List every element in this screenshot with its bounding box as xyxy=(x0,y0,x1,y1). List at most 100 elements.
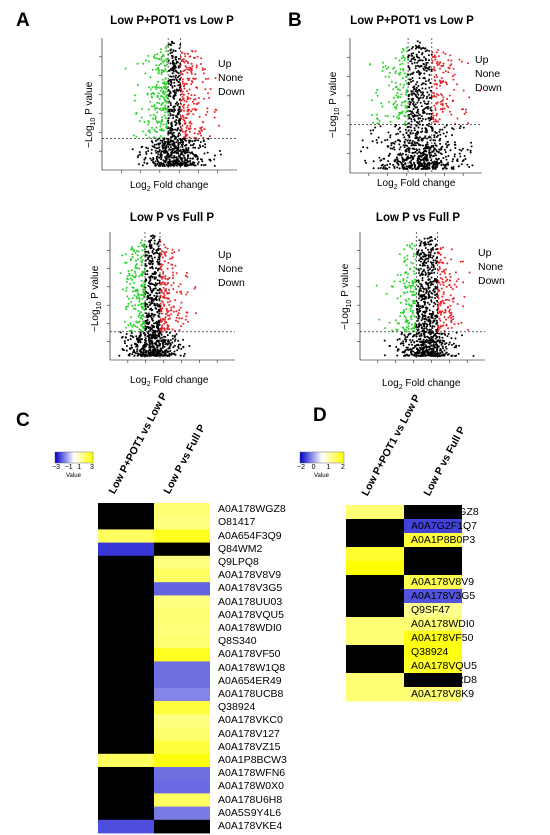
legend-none: None xyxy=(475,68,501,80)
heatmap-cell xyxy=(154,621,210,636)
volcano-canvas xyxy=(99,38,237,173)
heatmap-row-label: A0A178V8V9 xyxy=(411,575,475,588)
y-axis-label: −Log10 P value xyxy=(340,264,353,330)
heatmap-cell xyxy=(346,589,404,604)
x-label-suffix: Fold change xyxy=(150,375,209,386)
heatmap-cell xyxy=(154,516,210,530)
heatmap-cell xyxy=(98,767,154,781)
y-axis-label: −Log10 P value xyxy=(90,266,103,332)
colorbar-label: Value xyxy=(314,473,329,479)
heatmap-cell xyxy=(98,819,154,834)
colorbar-gradient xyxy=(299,451,345,464)
heatmap-row-label: Q8S340 xyxy=(218,635,257,648)
colorbar-tick: 1 xyxy=(326,464,331,471)
legend-up: Up xyxy=(475,54,489,66)
heatmap-cell xyxy=(154,674,210,689)
heatmap-cell xyxy=(404,659,462,674)
heatmap-row-label: A0A1P8B0P3 xyxy=(411,533,476,546)
heatmap-cell xyxy=(98,661,154,675)
y-label-sub: 10 xyxy=(90,117,97,126)
heatmap-cell xyxy=(98,529,154,543)
legend-down: Down xyxy=(478,275,505,287)
colorbar-tick: 0 xyxy=(311,464,316,471)
heatmap-cell xyxy=(404,575,462,590)
heatmap-row-label: Q9SF47 xyxy=(411,603,451,616)
x-label-suffix: Fold change xyxy=(397,178,456,189)
heatmap-cell xyxy=(346,561,404,576)
heatmap-cell xyxy=(154,569,210,583)
heatmap-row-label: A0A178WDI0 xyxy=(411,617,475,630)
heatmap-cell xyxy=(404,547,462,562)
heatmap-row-label: A0A178UU03 xyxy=(218,595,283,608)
heatmap-column-label: Low P vs Full P xyxy=(421,424,469,498)
heatmap-cell xyxy=(154,806,210,821)
heatmap-cell xyxy=(404,617,462,632)
heatmap-cell xyxy=(404,533,462,548)
heatmap-row-label: A0A1P8BCW3 xyxy=(218,753,287,766)
heatmap-cell xyxy=(346,547,404,562)
panel-letter-d: D xyxy=(313,405,327,426)
legend-none: None xyxy=(478,261,504,273)
y-label-suffix: P value xyxy=(90,265,101,302)
colorbar-tick: −1 xyxy=(64,464,73,471)
heatmap-row-label: O81417 xyxy=(218,516,256,529)
heatmap-cell xyxy=(346,603,404,618)
y-axis-label: −Log10 P value xyxy=(84,82,97,148)
heatmap-row-label: A0A178W0X0 xyxy=(218,780,284,793)
heatmap-cell xyxy=(154,767,210,781)
heatmap-cell xyxy=(154,608,210,623)
heatmap-cell xyxy=(154,740,210,755)
heatmap-row-label: Q38924 xyxy=(411,645,449,658)
heatmap-cell xyxy=(98,687,154,702)
heatmap-row-label: Q9LPQ8 xyxy=(218,555,259,568)
legend-none: None xyxy=(218,72,244,84)
heatmap-cell xyxy=(98,582,154,596)
heatmap-cell xyxy=(346,687,404,702)
heatmap-row-label: A0A178VKE4 xyxy=(218,819,283,832)
heatmap-cell xyxy=(154,503,210,517)
colorbar xyxy=(54,451,94,464)
heatmap-row-label: A0A178V8V9 xyxy=(218,569,282,582)
heatmap-cell xyxy=(154,635,210,649)
volcano-canvas xyxy=(107,232,235,363)
heatmap-cell xyxy=(154,714,210,728)
heatmap-row-label: A0A7G2F1Q7 xyxy=(411,519,477,532)
y-label-sub: 10 xyxy=(96,301,103,310)
heatmap-row-label: A0A178WDI0 xyxy=(218,621,282,634)
heatmap-cell xyxy=(154,727,210,741)
heatmap-row-label: A0A178V3G5 xyxy=(218,582,283,595)
colorbar xyxy=(299,451,345,464)
heatmap-cell xyxy=(98,674,154,689)
heatmap-row-label: A0A178URD8 xyxy=(411,673,477,686)
heatmap-row-label: A0A654ER49 xyxy=(218,674,282,687)
heatmap-cell xyxy=(98,740,154,755)
volcano-title: Low P+POT1 vs Low P xyxy=(350,15,474,27)
heatmap-cell xyxy=(98,648,154,662)
heatmap-row-label: A0A178V127 xyxy=(218,727,280,740)
legend-none: None xyxy=(218,263,244,275)
heatmap-row-label: A0A178VF50 xyxy=(411,631,474,644)
heatmap-cell xyxy=(98,555,154,570)
heatmap-cell xyxy=(346,505,404,520)
heatmap-cell xyxy=(404,631,462,646)
panel-letter-a: A xyxy=(16,10,30,31)
heatmap-cell xyxy=(98,569,154,583)
colorbar-gradient xyxy=(54,451,94,464)
heatmap-row-label: Q38924 xyxy=(218,701,256,714)
volcano-canvas xyxy=(357,232,485,363)
heatmap-cell xyxy=(98,635,154,649)
heatmap-cell xyxy=(346,575,404,590)
heatmap-cell xyxy=(404,505,462,520)
heatmap-cell xyxy=(346,617,404,632)
volcano-points xyxy=(118,234,197,357)
heatmap-cell xyxy=(154,753,210,768)
colorbar-tick: 3 xyxy=(90,464,94,471)
x-label-suffix: Fold change xyxy=(402,378,461,389)
heatmap-cell xyxy=(98,806,154,821)
y-label-prefix: −Log xyxy=(84,125,95,148)
heatmap-cell xyxy=(404,687,462,702)
heatmap-cell xyxy=(98,608,154,623)
heatmap-cell xyxy=(154,595,210,609)
heatmap-cell xyxy=(346,673,404,688)
heatmap-cell xyxy=(404,519,462,534)
